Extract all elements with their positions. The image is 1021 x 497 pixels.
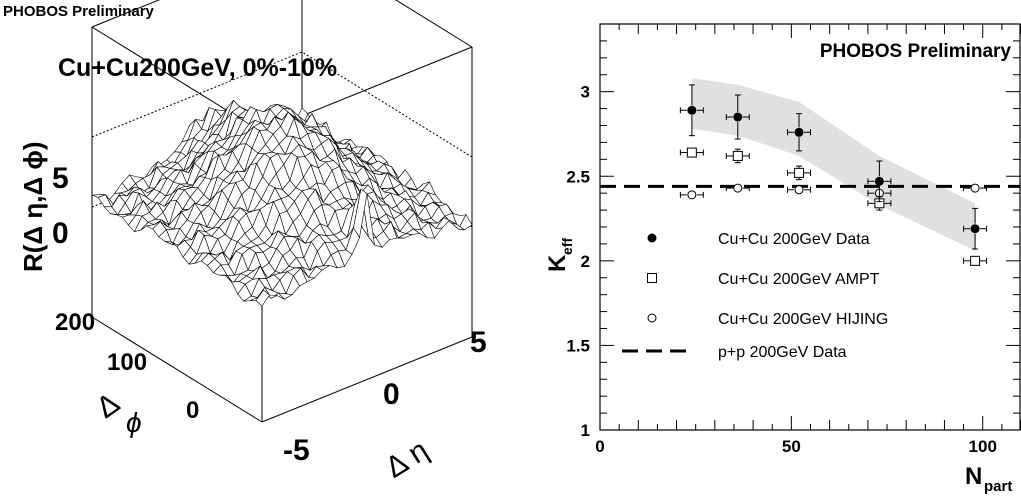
- x-axis-label: N: [965, 463, 982, 490]
- box-edge: [394, 0, 473, 48]
- y-tick-label: 1: [581, 421, 590, 440]
- y-axis-label: K: [544, 254, 571, 272]
- y-axis-label-subscript: eff: [559, 238, 575, 255]
- uncertainty-band: [691, 78, 976, 251]
- ampt-point: [686, 147, 697, 158]
- mesh-cell: [255, 289, 270, 307]
- legend-label: Cu+Cu 200GeV AMPT: [718, 271, 880, 288]
- data-point: [687, 105, 697, 115]
- legend-marker-hijing: [647, 313, 657, 323]
- eta-tick-0: 0: [383, 378, 400, 411]
- legend-marker-data: [647, 233, 657, 243]
- guide-line: [301, 51, 473, 158]
- z-tick-0: 0: [52, 217, 69, 250]
- y-tick-label: 1.5: [566, 336, 590, 355]
- legend-label: Cu+Cu 200GeV Data: [718, 231, 870, 248]
- ampt-point: [794, 167, 805, 178]
- phi-axis-subscript: ϕ: [126, 407, 142, 438]
- phi-tick-200: 200: [55, 309, 95, 336]
- hijing-point: [970, 183, 980, 193]
- box-edge: [91, 0, 161, 28]
- chart-title: PHOBOS Preliminary: [820, 41, 1012, 62]
- hijing-point: [687, 190, 697, 200]
- eta-tick-5: 5: [470, 326, 487, 359]
- surface-plot-3d: Cu+Cu200GeV, 0%-10% R(Δ η,Δ ϕ) 5 0 200 1…: [18, 0, 487, 485]
- z-axis-label: R(Δ η,Δ ϕ): [18, 141, 48, 272]
- legend-label: p+p 200GeV Data: [718, 344, 847, 361]
- preliminary-label: PHOBOS Preliminary: [3, 3, 154, 20]
- phi-tick-0: 0: [186, 397, 199, 424]
- data-point: [874, 176, 884, 186]
- legend-label: Cu+Cu 200GeV HIJING: [718, 311, 888, 328]
- ampt-point: [732, 150, 743, 161]
- eta-tick-minus5: -5: [283, 434, 310, 467]
- z-tick-5: 5: [52, 162, 69, 195]
- x-tick-label: 100: [969, 437, 997, 456]
- y-tick-label: 2: [581, 252, 590, 271]
- y-tick-label: 3: [581, 83, 590, 102]
- legend-marker-ampt: [647, 273, 657, 283]
- phi-tick-100: 100: [107, 349, 147, 376]
- y-tick-label: 2.5: [566, 167, 590, 186]
- surface-plot-title: Cu+Cu200GeV, 0%-10%: [58, 54, 337, 82]
- hijing-point: [733, 183, 743, 193]
- x-axis-label-subscript: part: [984, 478, 1012, 495]
- x-tick-label: 50: [782, 437, 801, 456]
- hijing-point: [794, 185, 804, 195]
- box-edge: [261, 336, 473, 423]
- ampt-point: [970, 255, 981, 266]
- box-edge: [91, 316, 263, 423]
- data-point: [970, 224, 980, 234]
- data-point: [794, 127, 804, 137]
- guide-line: [91, 51, 303, 138]
- x-tick-label: 0: [595, 437, 604, 456]
- data-point: [733, 112, 743, 122]
- surface-mesh: [91, 99, 473, 307]
